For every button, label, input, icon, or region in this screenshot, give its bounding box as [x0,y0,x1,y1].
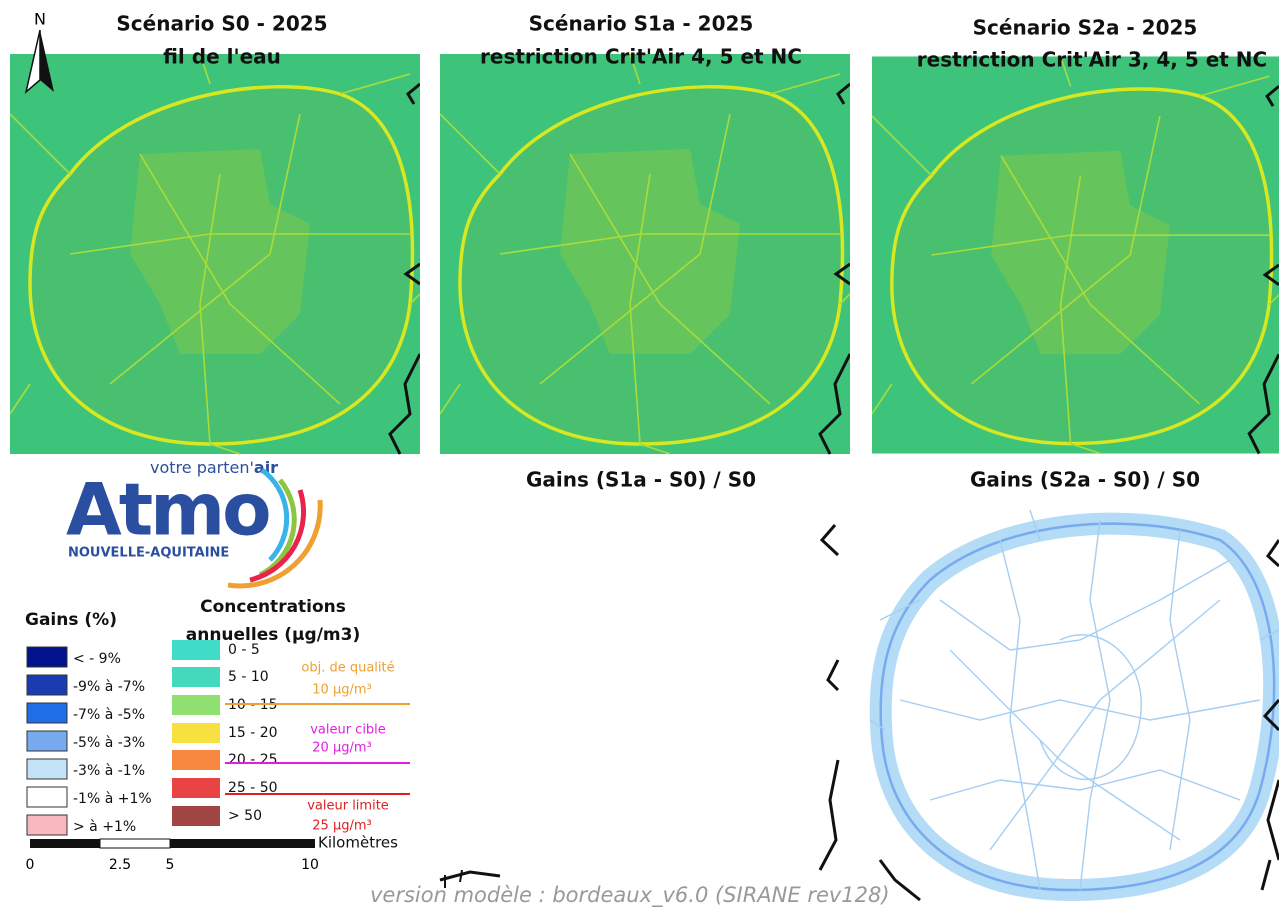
gains-label: -3% à -1% [73,763,145,779]
gains-label: > à +1% [73,819,136,835]
gains-label: -1% à +1% [73,791,152,807]
conc-label: 25 - 50 [228,780,278,796]
logo-tagline-prefix: votre parten' [150,458,254,477]
north-label: N [34,10,46,29]
logo-tagline: votre parten'air [150,458,278,477]
gains-swatch [26,814,68,836]
threshold-value: 20 µg/m³ [312,741,371,756]
panel-subtitle: restriction Crit'Air 4, 5 et NC [480,45,802,69]
conc-swatch [172,695,220,715]
conc-swatch [172,640,220,660]
gains-map [869,509,1279,902]
panel-title: Scénario S0 - 2025 [116,12,327,36]
conc-swatch [172,778,220,798]
scale-label: 0 [26,857,35,873]
conc-label: > 50 [228,808,262,824]
conc-label: 20 - 25 [228,752,278,768]
panel-title: Gains (S1a - S0) / S0 [526,468,756,492]
scale-unit: Kilomètres [318,834,398,852]
gains-label: -5% à -3% [73,735,145,751]
panel-title: Gains (S2a - S0) / S0 [970,468,1200,492]
conc-legend-title: annuelles (µg/m3) [186,625,361,645]
threshold-value: 10 µg/m³ [312,683,371,698]
gains-label: -9% à -7% [73,679,145,695]
threshold-value: 25 µg/m³ [312,819,371,834]
scale-bar [30,838,315,849]
conc-label: 5 - 10 [228,669,269,685]
conc-label: 0 - 5 [228,642,260,658]
conc-legend-title: Concentrations [200,597,346,617]
threshold-name: valeur limite [307,799,389,814]
conc-swatch [172,667,220,687]
logo: votre parten'air Atmo NOUVELLE-AQUITAINE [66,458,323,589]
panel-title: Scénario S2a - 2025 [973,16,1198,40]
coastline [444,869,463,888]
conc-swatch [172,723,220,743]
gains-swatch [26,758,68,780]
conc-swatch [172,806,220,826]
map-s2a [872,55,1279,455]
scale-label: 2.5 [109,857,131,873]
gains-swatch [26,786,68,808]
logo-region: NOUVELLE-AQUITAINE [68,546,229,561]
gains-swatch [26,674,68,696]
gains-swatch [26,646,68,668]
conc-label: 15 - 20 [228,725,278,741]
gains-legend-title: Gains (%) [25,610,117,630]
scale-label: 5 [166,857,175,873]
gains-swatch [26,702,68,724]
footer: version modèle : bordeaux_v6.0 (SIRANE r… [370,883,890,908]
panel-title: Scénario S1a - 2025 [529,12,754,36]
scale-label: 10 [301,857,319,873]
panel-subtitle: restriction Crit'Air 3, 4, 5 et NC [917,48,1267,72]
conc-swatch [172,750,220,770]
coastline [439,524,840,882]
north-arrow [40,30,54,92]
gains-label: -7% à -5% [73,707,145,723]
map-s1a [440,53,850,455]
legends: < - 9% -9% à -7% -7% à -5% -5% à -3% -3% à -… [26,640,410,836]
threshold-name: obj. de qualité [301,661,394,676]
threshold-name: valeur cible [310,723,386,738]
panel-subtitle: fil de l'eau [163,45,281,69]
gains-label: < - 9% [73,651,121,667]
map-s0 [10,53,420,455]
gains-swatch [26,730,68,752]
logo-name: Atmo [66,468,269,552]
logo-tagline-suffix: air [254,458,278,477]
